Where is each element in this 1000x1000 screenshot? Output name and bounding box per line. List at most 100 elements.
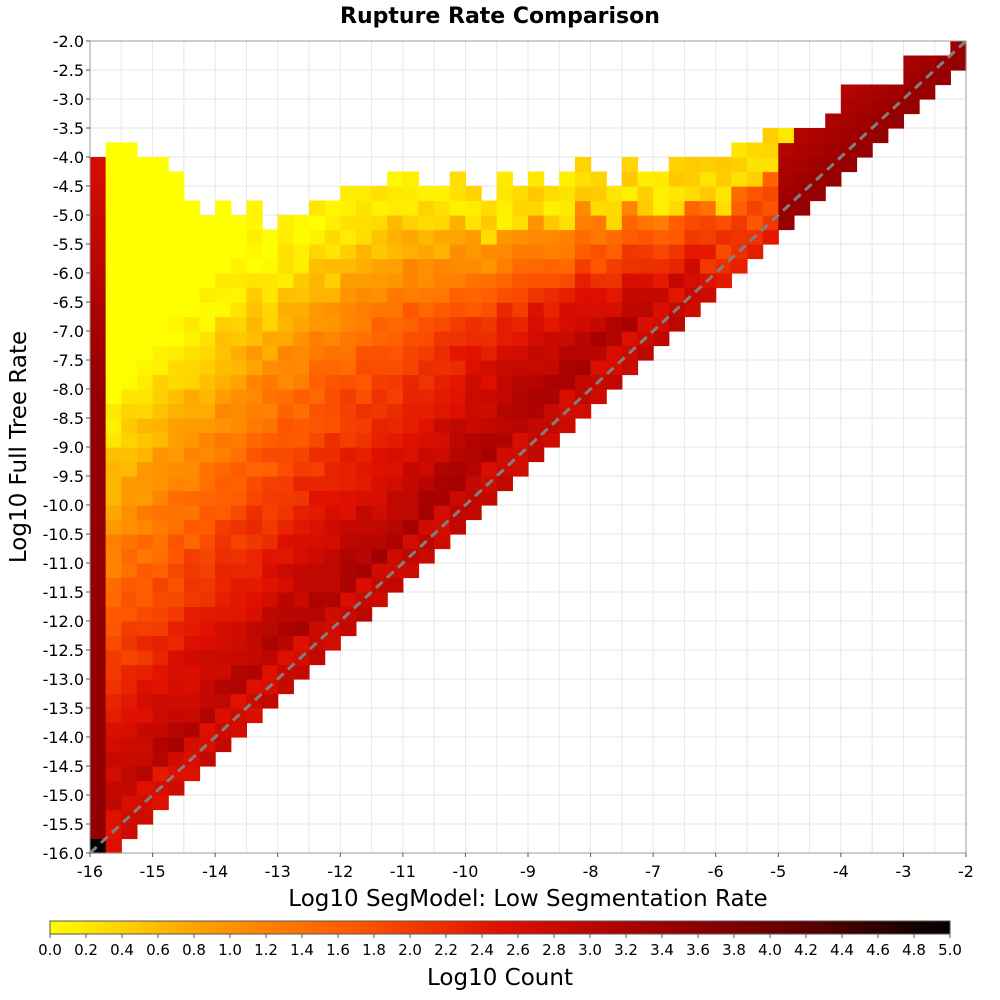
heatmap-cell (402, 244, 420, 260)
heatmap-cell (653, 171, 670, 187)
heatmap-cell (168, 650, 185, 666)
heatmap-cell (277, 360, 294, 376)
heatmap-cell (340, 389, 357, 405)
heatmap-cell (215, 519, 232, 535)
heatmap-cell (355, 577, 373, 593)
heatmap-cell (825, 142, 842, 158)
heatmap-cell (324, 432, 341, 448)
y-axis-ticks: -2.0 -2.5 -3.0 -3.5 -4.0 -4.5 -5.0 -5.5 -6.0 -6.5… (43, 32, 90, 863)
heatmap-cell (121, 693, 138, 709)
heatmap-cell (105, 563, 122, 579)
heatmap-cell (90, 171, 107, 187)
heatmap-cell (152, 679, 169, 695)
heatmap-cell (183, 577, 201, 593)
heatmap-cell (215, 577, 232, 593)
heatmap-cell (668, 273, 686, 289)
heatmap-cell (168, 708, 185, 724)
heatmap-cell (105, 186, 122, 202)
heatmap-cell (496, 171, 513, 187)
heatmap-cell (543, 374, 560, 390)
heatmap-cell (449, 244, 467, 260)
colorbar-tick-label: 4.4 (830, 941, 854, 959)
heatmap-cell (465, 258, 482, 274)
heatmap-cell (293, 389, 310, 405)
heatmap-cell (293, 592, 310, 608)
heatmap-cell (793, 142, 811, 158)
heatmap-cell (340, 476, 357, 492)
heatmap-cell (872, 84, 889, 100)
heatmap-cell (309, 302, 326, 318)
heatmap-cell (215, 389, 232, 405)
heatmap-cell (700, 244, 717, 260)
heatmap-cell (449, 461, 467, 477)
heatmap-cell (559, 200, 576, 216)
heatmap-cell (152, 563, 169, 579)
heatmap-cell (230, 563, 248, 579)
heatmap-cell (715, 229, 732, 245)
heatmap-cell (152, 273, 169, 289)
heatmap-cell (465, 505, 482, 521)
heatmap-cell (246, 606, 263, 622)
heatmap-cell (105, 490, 122, 506)
heatmap-cell (309, 273, 326, 289)
heatmap-cell (168, 244, 185, 260)
heatmap-cell (590, 302, 607, 318)
heatmap-cell (402, 345, 420, 361)
heatmap-cell (90, 200, 107, 216)
heatmap-cell (183, 316, 201, 332)
heatmap-cell (90, 418, 107, 434)
heatmap-cell (230, 244, 248, 260)
heatmap-cell (105, 766, 122, 782)
heatmap-cell (528, 316, 545, 332)
heatmap-cell (262, 461, 279, 477)
heatmap-cell (355, 273, 373, 289)
heatmap-cell (121, 650, 138, 666)
heatmap-cell (105, 287, 122, 303)
heatmap-cell (199, 287, 216, 303)
heatmap-cell (543, 186, 560, 202)
heatmap-cell (590, 244, 607, 260)
heatmap-cell (371, 345, 388, 361)
heatmap-cell (324, 519, 341, 535)
heatmap-cell (293, 287, 310, 303)
heatmap-cell (136, 635, 154, 651)
heatmap-cell (731, 142, 748, 158)
heatmap-cell (168, 577, 185, 593)
colorbar-tick-label: 2.6 (506, 941, 530, 959)
heatmap-cell (136, 751, 154, 767)
heatmap-cell (481, 215, 498, 231)
heatmap-cell (293, 331, 310, 347)
heatmap-cell (230, 345, 248, 361)
heatmap-cell (418, 374, 435, 390)
heatmap-cell (277, 418, 294, 434)
x-tick-label: -9 (520, 862, 536, 881)
heatmap-cell (543, 215, 560, 231)
heatmap-cell (90, 722, 107, 738)
x-tick-label: -5 (770, 862, 786, 881)
heatmap-cell (371, 447, 388, 463)
heatmap-cell (262, 447, 279, 463)
heatmap-cell (90, 302, 107, 318)
heatmap-cell (105, 447, 122, 463)
heatmap-cell (136, 809, 154, 825)
heatmap-cell (324, 490, 341, 506)
heatmap-cell (715, 273, 732, 289)
heatmap-cell (402, 316, 420, 332)
heatmap-cell (684, 244, 701, 260)
heatmap-cell (277, 577, 294, 593)
heatmap-cell (528, 403, 545, 419)
heatmap-cell (246, 621, 263, 637)
heatmap-cell (230, 229, 248, 245)
heatmap-cell (246, 273, 263, 289)
heatmap-cell (215, 548, 232, 564)
heatmap-cell (528, 171, 545, 187)
heatmap-cell (340, 244, 357, 260)
heatmap-cell (168, 505, 185, 521)
heatmap-cell (199, 215, 216, 231)
heatmap-cell (340, 273, 357, 289)
heatmap-cell (590, 215, 607, 231)
heatmap-cell (418, 519, 435, 535)
heatmap-cell (90, 287, 107, 303)
heatmap-cell (121, 461, 138, 477)
heatmap-cell (136, 505, 154, 521)
